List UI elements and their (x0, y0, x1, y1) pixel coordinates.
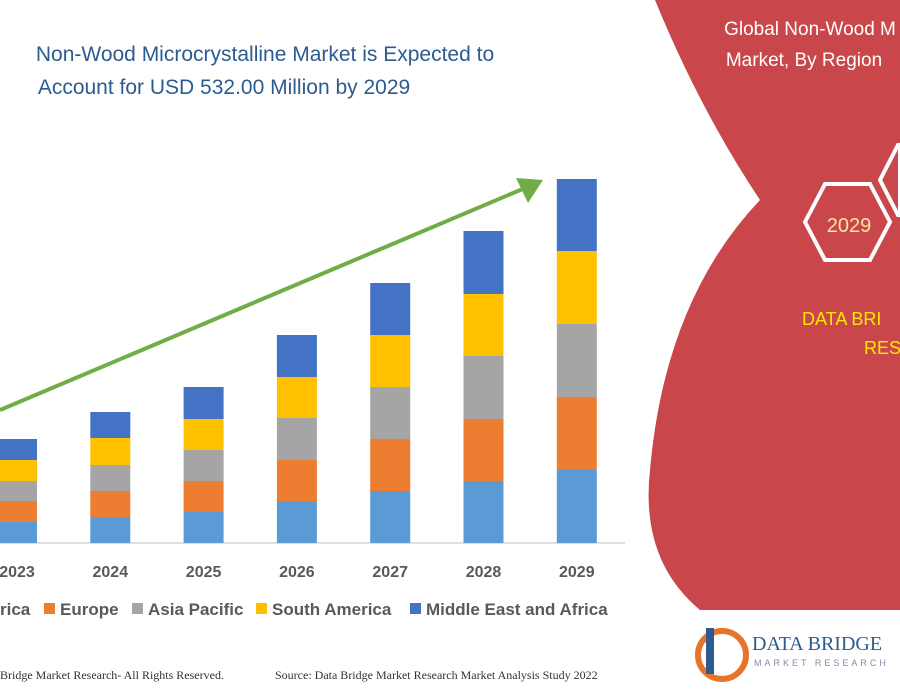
bar-segment (556, 470, 597, 543)
bar-segment (183, 419, 224, 450)
bar-segment (0, 439, 37, 460)
bar-segment (90, 465, 131, 491)
bar-segment (556, 179, 597, 251)
panel-title: Global Non-Wood M (724, 19, 896, 40)
bar-segment (0, 460, 37, 481)
logo-mark (706, 628, 714, 674)
bar-segment (90, 438, 131, 465)
bar-segment (0, 522, 37, 543)
bar-segment (463, 481, 504, 543)
bar-segment (276, 377, 317, 418)
bar-segment (370, 439, 411, 491)
bar-segment (463, 294, 504, 356)
hexagon (802, 182, 893, 262)
bars: 2023 2024 2025 2026 2027 2028 2029 (0, 179, 597, 581)
legend-label: Middle East and Africa (426, 600, 608, 619)
hexagon-label: 2029 (827, 215, 872, 237)
bar-segment (463, 419, 504, 481)
bar-segment (183, 387, 224, 419)
bar-segment (370, 387, 411, 439)
x-tick-label: 2027 (372, 564, 408, 581)
legend: rica Europe Asia Pacific South America Middl… (0, 600, 608, 619)
legend-swatch (256, 603, 267, 614)
panel-brand: RES (864, 338, 900, 358)
bar-segment (276, 501, 317, 543)
x-tick-label: 2026 (279, 564, 315, 581)
bar-segment (370, 335, 411, 387)
trend-arrow (0, 186, 526, 412)
bar-segment (90, 412, 131, 438)
bar-segment (276, 418, 317, 460)
bar-segment (463, 356, 504, 419)
x-tick-label: 2029 (559, 564, 595, 581)
bar-segment (183, 481, 224, 512)
red-panel (648, 0, 900, 610)
bar-segment (0, 481, 37, 501)
bar-segment (556, 251, 597, 324)
bar-segment (276, 460, 317, 501)
bar-segment (90, 517, 131, 543)
arrow-head (516, 178, 543, 203)
legend-label: Europe (60, 600, 119, 619)
bar-segment (556, 397, 597, 470)
logo-mark (695, 628, 749, 682)
legend-swatch (44, 603, 55, 614)
bar-segment (0, 501, 37, 522)
panel-title: Market, By Region (726, 50, 882, 71)
title-line: Account for USD 532.00 Million by 2029 (38, 76, 410, 99)
x-tick-label: 2023 (0, 564, 35, 581)
bar-segment (370, 283, 411, 335)
legend-label: rica (0, 600, 31, 619)
legend-label: South America (272, 600, 392, 619)
hexagon (877, 143, 900, 217)
x-tick-label: 2024 (93, 564, 129, 581)
logo-tagline: MARKET RESEARCH (754, 658, 889, 668)
legend-label: Asia Pacific (148, 600, 243, 619)
legend-swatch (410, 603, 421, 614)
bar-segment (90, 491, 131, 517)
bar-segment (370, 491, 411, 543)
panel-brand: DATA BRI (802, 309, 881, 329)
footer-rights: Bridge Market Research- All Rights Reser… (0, 668, 224, 682)
title-line: Non-Wood Microcrystalline Market is Expe… (36, 43, 494, 66)
bar-segment (183, 512, 224, 543)
x-tick-label: 2028 (466, 564, 502, 581)
logo-name: DATA BRIDGE (752, 633, 882, 655)
legend-swatch (132, 603, 143, 614)
bar-segment (556, 324, 597, 397)
x-tick-label: 2025 (186, 564, 222, 581)
bar-segment (463, 231, 504, 294)
bar-segment (183, 450, 224, 481)
bar-segment (276, 335, 317, 377)
footer-source: Source: Data Bridge Market Research Mark… (275, 668, 598, 682)
